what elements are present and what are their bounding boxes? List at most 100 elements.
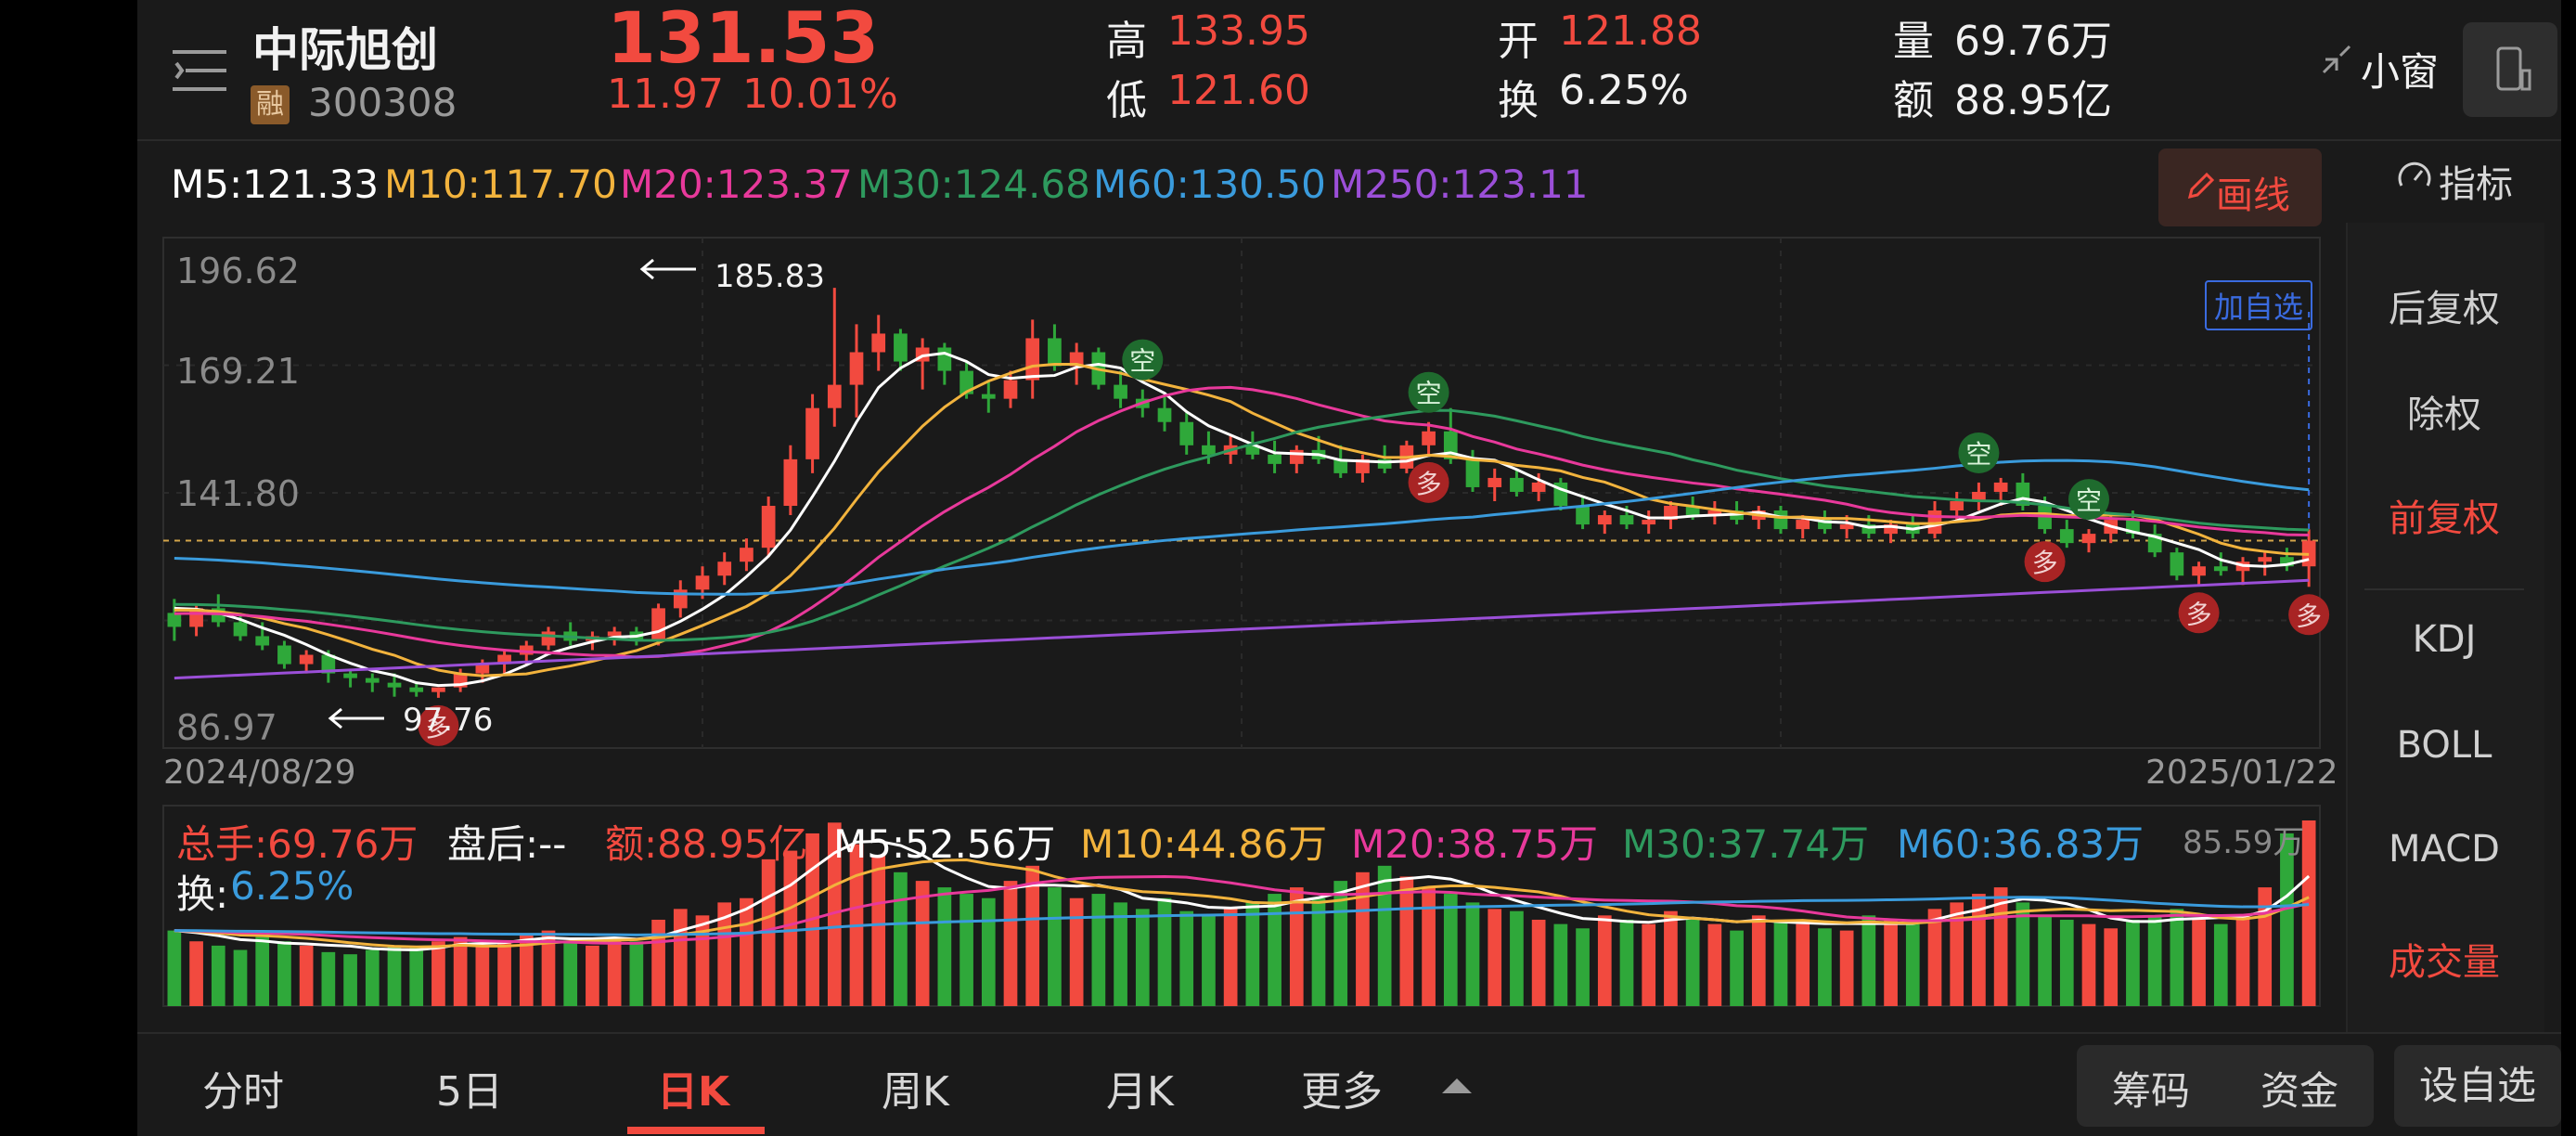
candle-body [1025, 338, 1040, 381]
candle-body [2170, 552, 2184, 576]
buy-signal [2024, 541, 2066, 583]
volume-bar [189, 941, 203, 1006]
candle-body [981, 394, 996, 399]
chart-grid [162, 237, 2321, 1007]
sidebar-item-boll[interactable]: BOLL [2396, 724, 2492, 767]
volume-bar [1223, 907, 1238, 1006]
funds-button[interactable]: 资金 [2260, 1068, 2339, 1114]
sidebar-item-ex-rights[interactable]: 除权 [2407, 394, 2481, 436]
candle-body [2059, 529, 2074, 544]
volume-bar [1905, 923, 1920, 1006]
volume-bar [1972, 894, 1986, 1006]
ma60-label: M60:130.50 [1093, 161, 1326, 207]
ma5-line [174, 351, 2310, 688]
sell-signal-label: 空 [1965, 439, 1991, 470]
candle-body [167, 613, 182, 627]
draw-line-button[interactable]: 画线 [2158, 148, 2322, 226]
volume-bar [740, 897, 753, 1006]
candle-body [717, 562, 732, 576]
volume-bar [1399, 876, 1414, 1006]
volume-bar [981, 897, 996, 1006]
volume-bar [629, 941, 644, 1006]
open-value: 121.88 [1559, 7, 1702, 55]
sidebar-item-volume[interactable]: 成交量 [2389, 941, 2500, 984]
candle-body [1510, 477, 1524, 492]
vol-m5: M5:52.56万 [833, 821, 1056, 867]
volume-bar [1751, 915, 1766, 1006]
candle-body [1422, 431, 1436, 445]
stock-name: 中际旭创 [252, 23, 438, 77]
sidebar-item-kdj[interactable]: KDJ [2412, 618, 2477, 661]
candle-body [1179, 421, 1194, 445]
high-label: 高 [1106, 18, 1147, 65]
candle-body [1488, 477, 1502, 487]
candle-body [1048, 338, 1062, 367]
mini-window-icon[interactable] [2320, 43, 2353, 80]
candle-body [1597, 515, 1612, 525]
candle-body [1839, 524, 1854, 530]
ma250-label: M250:123.11 [1331, 161, 1589, 207]
chips-button[interactable]: 筹码 [2112, 1068, 2191, 1114]
candle-body [1576, 506, 1590, 525]
candle-body [960, 370, 973, 394]
volume-bar [871, 855, 886, 1006]
vol-turnover-value: 6.25% [230, 863, 354, 909]
active-tab-indicator [627, 1127, 765, 1134]
candle-body [1202, 445, 1216, 455]
moving-average-lines [174, 351, 2310, 688]
vol-total: 总手:69.76万 [176, 821, 419, 867]
mini-window-button[interactable]: 小窗 [2361, 49, 2440, 95]
candle-body [1465, 458, 1480, 487]
volume-bar [519, 935, 534, 1006]
set-watch-button[interactable]: 设自选 [2394, 1045, 2561, 1127]
ma30-label: M30:124.68 [857, 161, 1090, 207]
volume-bar [673, 909, 688, 1006]
ma30-line [174, 408, 2310, 642]
volume-bar [1311, 897, 1326, 1006]
tab-monthly-k[interactable]: 月K [1106, 1068, 1174, 1116]
volume-ma-lines [174, 839, 2311, 952]
tab-5day[interactable]: 5日 [436, 1068, 503, 1116]
candle-body [409, 687, 424, 692]
candle-body [805, 407, 819, 459]
sell-signal [2068, 479, 2109, 521]
tab-weekly-k[interactable]: 周K [882, 1068, 949, 1116]
price-axis-l2: 169.21 [176, 351, 300, 392]
tab-daily-k[interactable]: 日K [657, 1068, 730, 1116]
volume-bar [167, 930, 182, 1006]
right-black-bar [2561, 0, 2576, 1136]
device-icon [2496, 46, 2531, 91]
draw-line-label: 画线 [2216, 174, 2290, 217]
volume-bar [2235, 915, 2250, 1006]
caret-up-icon[interactable] [1440, 1077, 1474, 1099]
volume-bar [1553, 923, 1568, 1006]
sidebar-item-macd[interactable]: MACD [2389, 828, 2500, 871]
volume-bar [960, 894, 973, 1006]
sidebar-item-back-adjusted[interactable]: 后复权 [2389, 288, 2500, 330]
ma10-label: M10:117.70 [384, 161, 617, 207]
volume-bar [2301, 820, 2316, 1006]
candle-body [2280, 557, 2294, 567]
volume-bar [1818, 928, 1832, 1006]
candle-body [1356, 458, 1370, 473]
volume-bar [1730, 930, 1744, 1006]
candle-body [695, 575, 710, 590]
tab-intraday[interactable]: 分时 [202, 1068, 284, 1116]
vol-ma5-line [174, 839, 2311, 952]
volume-bar [1003, 881, 1018, 1006]
margin-badge: 融 [251, 85, 290, 124]
menu-icon[interactable] [173, 48, 226, 97]
candle-body [761, 506, 776, 549]
price-axis-top: 196.62 [176, 251, 300, 291]
vol-turnover-label: 换: [176, 871, 229, 917]
sidebar-item-forward-adjusted[interactable]: 前复权 [2389, 497, 2500, 540]
volume-bar [1025, 865, 1040, 1006]
indicator-button[interactable]: 指标 [2439, 163, 2513, 206]
add-watch-tag[interactable]: 加自选 [2205, 280, 2313, 330]
volume-bar [1685, 919, 1700, 1006]
volume-bar [1597, 915, 1612, 1006]
candle-body [299, 654, 314, 665]
tab-more[interactable]: 更多 [1301, 1068, 1383, 1116]
landscape-toggle-button[interactable] [2463, 22, 2557, 117]
